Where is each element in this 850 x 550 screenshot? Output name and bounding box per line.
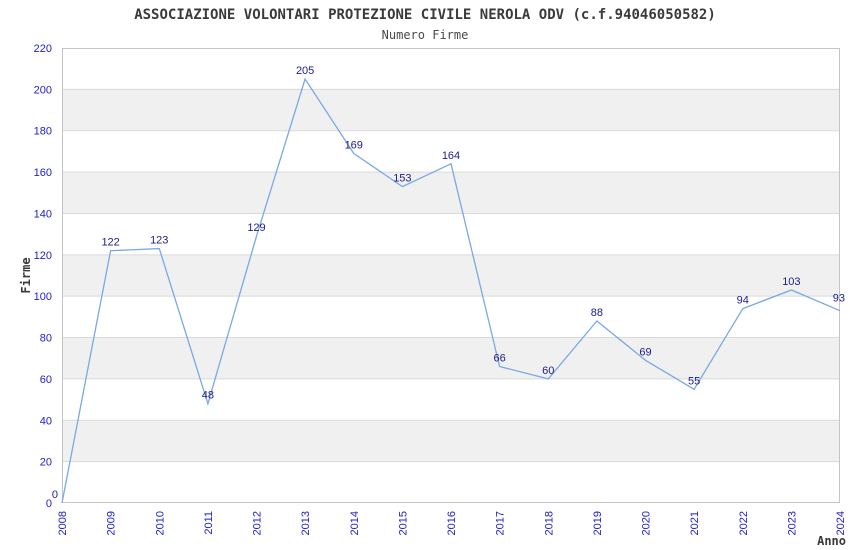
chart-subtitle: Numero Firme <box>381 28 469 42</box>
data-label: 93 <box>833 293 845 305</box>
x-tick-label: 2023 <box>786 511 798 535</box>
data-label: 103 <box>782 276 800 288</box>
plot-border <box>62 48 840 503</box>
y-tick-label: 140 <box>34 208 52 220</box>
y-tick-label: 180 <box>34 126 52 138</box>
y-tick-label: 60 <box>40 374 52 386</box>
x-tick-label: 2018 <box>543 511 555 535</box>
plot-band <box>62 420 840 462</box>
data-label: 123 <box>150 235 168 247</box>
data-label: 122 <box>101 237 119 249</box>
y-tick-label: 80 <box>40 333 52 345</box>
y-tick-label: 220 <box>34 43 52 55</box>
data-label: 205 <box>296 65 314 77</box>
plot-band <box>62 337 840 379</box>
y-axis-title: Firme <box>19 257 33 293</box>
x-tick-label: 2014 <box>349 511 361 535</box>
x-tick-label: 2011 <box>203 511 215 535</box>
data-label: 169 <box>345 139 363 151</box>
y-tick-label: 0 <box>46 498 52 510</box>
data-label: 48 <box>202 390 214 402</box>
x-tick-label: 2017 <box>495 511 507 535</box>
data-label: 153 <box>393 173 411 185</box>
y-tick-label: 100 <box>34 291 52 303</box>
x-tick-label: 2015 <box>397 511 409 535</box>
plot-band <box>62 89 840 131</box>
chart-title: ASSOCIAZIONE VOLONTARI PROTEZIONE CIVILE… <box>134 7 716 23</box>
y-tick-label: 200 <box>34 84 52 96</box>
data-label: 164 <box>442 150 460 162</box>
data-label: 129 <box>247 222 265 234</box>
y-tick-label: 40 <box>40 415 52 427</box>
x-tick-label: 2021 <box>689 511 701 535</box>
data-label: 0 <box>52 489 58 501</box>
data-line <box>61 77 841 504</box>
data-label: 94 <box>737 295 749 307</box>
x-tick-label: 2020 <box>641 511 653 535</box>
x-tick-label: 2013 <box>300 511 312 535</box>
x-tick-label: 2009 <box>106 511 118 535</box>
plot-band <box>62 172 840 214</box>
x-tick-label: 2016 <box>446 511 458 535</box>
x-tick-label: 2010 <box>154 511 166 535</box>
x-axis-title: Anno <box>817 534 846 548</box>
plot-band <box>62 254 840 297</box>
x-tick-label: 2019 <box>592 511 604 535</box>
y-tick-label: 160 <box>34 167 52 179</box>
data-label: 60 <box>542 365 554 377</box>
data-label: 69 <box>639 346 651 358</box>
x-tick-label: 2022 <box>738 511 750 535</box>
y-tick-label: 120 <box>34 250 52 262</box>
x-tick-label: 2024 <box>835 511 847 535</box>
data-label: 88 <box>591 307 603 319</box>
data-label: 66 <box>494 353 506 365</box>
x-tick-label: 2008 <box>57 511 69 535</box>
y-tick-label: 20 <box>40 457 52 469</box>
data-label: 55 <box>688 375 700 387</box>
x-tick-label: 2012 <box>252 511 264 535</box>
